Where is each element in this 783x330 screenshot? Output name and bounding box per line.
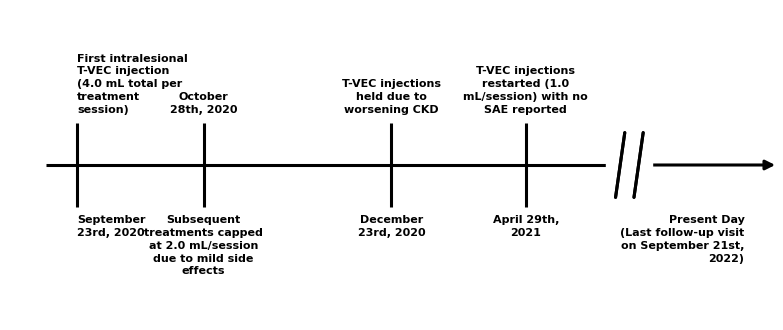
Text: T-VEC injections
restarted (1.0
mL/session) with no
SAE reported: T-VEC injections restarted (1.0 mL/sessi… [464,66,588,115]
Text: Subsequent
treatments capped
at 2.0 mL/session
due to mild side
effects: Subsequent treatments capped at 2.0 mL/s… [144,215,263,276]
Text: April 29th,
2021: April 29th, 2021 [493,215,559,238]
Text: October
28th, 2020: October 28th, 2020 [170,92,237,115]
Text: T-VEC injections
held due to
worsening CKD: T-VEC injections held due to worsening C… [342,79,441,115]
Text: December
23rd, 2020: December 23rd, 2020 [358,215,425,238]
Text: September
23rd, 2020: September 23rd, 2020 [77,215,146,238]
Text: First intralesional
T-VEC injection
(4.0 mL total per
treatment
session): First intralesional T-VEC injection (4.0… [77,54,188,115]
Text: Present Day
(Last follow-up visit
on September 21st,
2022): Present Day (Last follow-up visit on Sep… [620,215,745,264]
